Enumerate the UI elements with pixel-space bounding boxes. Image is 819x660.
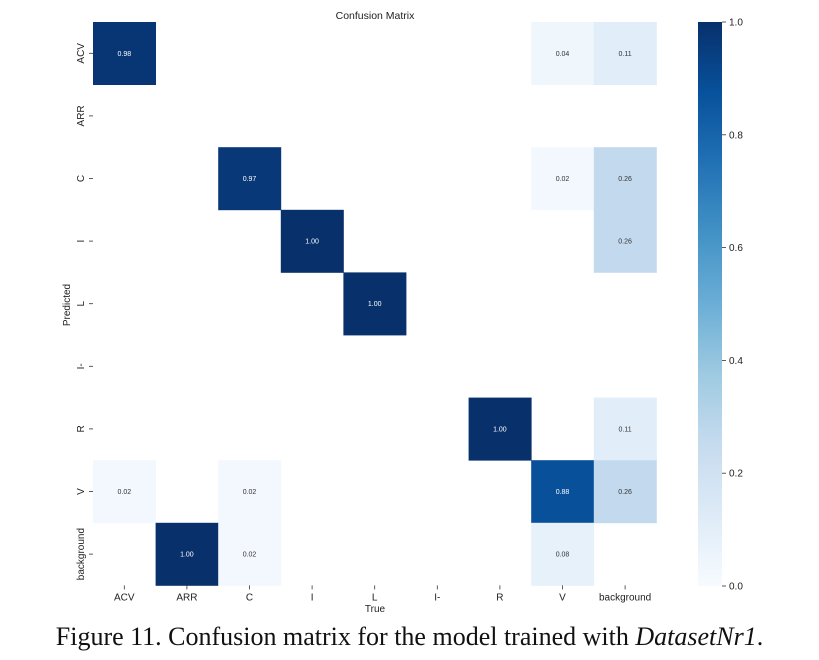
x-tick-label: V (559, 592, 566, 603)
x-tick-label: C (246, 592, 253, 603)
cell-value-label: 0.26 (618, 176, 632, 183)
x-tick-label: background (599, 592, 651, 603)
x-tick-label: L (372, 592, 378, 603)
heatmap-cell (218, 460, 282, 524)
heatmap-cell (593, 209, 657, 273)
x-tick-label: ARR (176, 592, 197, 603)
heatmap-cell (93, 460, 156, 524)
cell-value-label: 0.02 (243, 552, 257, 559)
cell-value-label: 0.98 (117, 51, 131, 58)
heatmap-cell (531, 147, 595, 211)
heatmap-cell (593, 460, 657, 524)
heatmap-cell (593, 397, 657, 461)
x-tick-label: I- (434, 592, 440, 603)
y-tick-label: ARR (76, 105, 87, 126)
cell-value-label: 0.88 (556, 489, 570, 496)
cell-value-label: 0.26 (618, 489, 632, 496)
heatmap-cell (218, 147, 282, 211)
cell-value-label: 1.00 (368, 301, 382, 308)
heatmap-cell (531, 522, 595, 586)
heatmap-cells (93, 22, 657, 586)
cell-value-label: 0.11 (619, 426, 632, 433)
cell-value-labels: 0.98 0.04 0.11 0.97 0.02 0.26 1.00 0.26 1.00 1.00… (117, 51, 632, 559)
colorbar-tick-label: 0.6 (729, 243, 743, 254)
caption-suffix: . (756, 622, 764, 651)
colorbar-tick-label: 0.0 (729, 582, 743, 593)
heatmap-cell (531, 22, 595, 85)
heatmap-cell (593, 22, 657, 85)
chart-title: Confusion Matrix (336, 10, 416, 22)
heatmap-cell (531, 460, 595, 524)
cell-value-label: 0.04 (556, 51, 570, 58)
figure-caption: Figure 11. Confusion matrix for the mode… (0, 622, 819, 652)
heatmap-cell (593, 147, 657, 211)
heatmap-cell (155, 522, 219, 586)
y-tick-label: ACV (76, 43, 87, 64)
cell-value-label: 0.97 (243, 176, 257, 183)
y-tick-label: I (76, 240, 87, 243)
heatmap-cell (93, 22, 156, 85)
y-tick-label: L (76, 300, 87, 306)
cell-value-label: 1.00 (305, 239, 319, 246)
cell-value-label: 0.02 (117, 489, 131, 496)
x-axis-label: True (365, 604, 386, 615)
y-tick-label: background (76, 528, 87, 580)
caption-prefix: Figure 11. Confusion matrix for the mode… (55, 622, 636, 651)
y-axis-label: Predicted (62, 284, 73, 326)
colorbar-tick-label: 1.0 (729, 18, 743, 29)
x-tick-label: R (496, 592, 503, 603)
cell-value-label: 0.02 (243, 489, 257, 496)
x-tick-label: I (311, 592, 314, 603)
heatmap-cell (343, 272, 407, 336)
heatmap-cell (280, 209, 344, 273)
y-tick-label: R (76, 425, 87, 432)
y-tick-label: V (76, 488, 87, 495)
cell-value-label: 0.08 (556, 552, 570, 559)
cell-value-label: 0.11 (619, 51, 632, 58)
x-tick-label: ACV (114, 592, 135, 603)
heatmap-cell (218, 522, 282, 586)
colorbar (698, 22, 722, 586)
colorbar-ticks: 0.0 0.2 0.4 0.6 0.8 1.0 (722, 18, 743, 593)
y-tick-label: I- (76, 363, 87, 369)
colorbar-tick-label: 0.4 (729, 356, 743, 367)
heatmap-cell (468, 397, 532, 461)
caption-dataset-name: DatasetNr1 (635, 622, 757, 651)
y-tick-label: C (76, 175, 87, 182)
cell-value-label: 1.00 (180, 552, 194, 559)
cell-value-label: 0.26 (618, 239, 632, 246)
colorbar-tick-label: 0.2 (729, 469, 743, 480)
cell-value-label: 1.00 (493, 426, 507, 433)
cell-value-label: 0.02 (556, 176, 570, 183)
colorbar-tick-label: 0.8 (729, 130, 743, 141)
